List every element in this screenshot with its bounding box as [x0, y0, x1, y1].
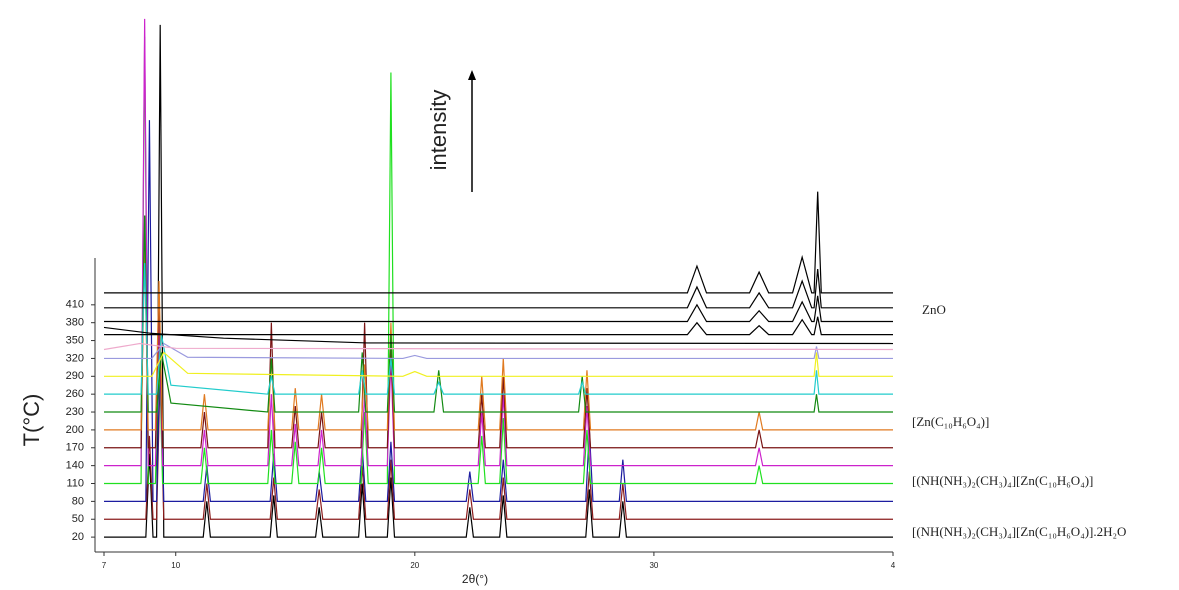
y-tick-label: 110 [66, 477, 84, 489]
pattern-line [104, 370, 893, 520]
pattern-line [104, 36, 893, 485]
pattern-line [104, 215, 893, 413]
pattern-line [104, 263, 893, 395]
pattern-line [104, 342, 893, 360]
phase-label: ZnO [922, 302, 946, 317]
pattern-line [104, 215, 893, 449]
y-tick-label: 20 [72, 531, 84, 543]
y-axis-label: T(°C) [19, 394, 44, 447]
y-tick-label: 380 [66, 317, 84, 329]
intensity-arrowhead [468, 70, 476, 80]
pattern-line [104, 18, 893, 467]
y-tick-label: 320 [66, 352, 84, 364]
x-tick-label: 4 [891, 561, 896, 570]
phase-label: [Zn(C₁₀H₆O₄)] [912, 414, 989, 429]
y-tick-label: 230 [66, 406, 84, 418]
pattern-line [103, 326, 894, 345]
y-tick-label: 200 [66, 424, 84, 436]
pattern-line [104, 316, 893, 336]
y-tick-label: 350 [66, 334, 84, 346]
pattern-line [104, 269, 893, 309]
intensity-label: intensity [426, 90, 451, 171]
pattern-line [104, 351, 893, 377]
x-axis-label: 2θ(°) [462, 572, 488, 586]
pattern-line [104, 120, 893, 502]
pattern-line [104, 191, 893, 294]
y-tick-label: 410 [66, 299, 84, 311]
y-tick-label: 140 [66, 460, 84, 472]
phase-label: [(NH(NH₃)₂(CH₃)₄][Zn(C₁₀H₆O₄)].2H₂O [912, 524, 1126, 539]
pattern-line [104, 295, 893, 323]
y-tick-label: 80 [72, 495, 84, 507]
y-tick-label: 290 [66, 370, 84, 382]
pattern-line [103, 342, 894, 351]
y-tick-label: 170 [66, 442, 84, 454]
y-tick-label: 50 [72, 513, 84, 525]
x-tick-label: 20 [410, 561, 419, 570]
pattern-line [104, 24, 893, 538]
y-tick-label: 260 [66, 388, 84, 400]
phase-label: [(NH(NH₃)₂(CH₃)₄][Zn(C₁₀H₆O₄)] [912, 473, 1093, 488]
x-tick-label: 7 [102, 561, 107, 570]
pattern-line [104, 251, 893, 431]
x-tick-label: 30 [649, 561, 658, 570]
x-tick-label: 10 [171, 561, 180, 570]
